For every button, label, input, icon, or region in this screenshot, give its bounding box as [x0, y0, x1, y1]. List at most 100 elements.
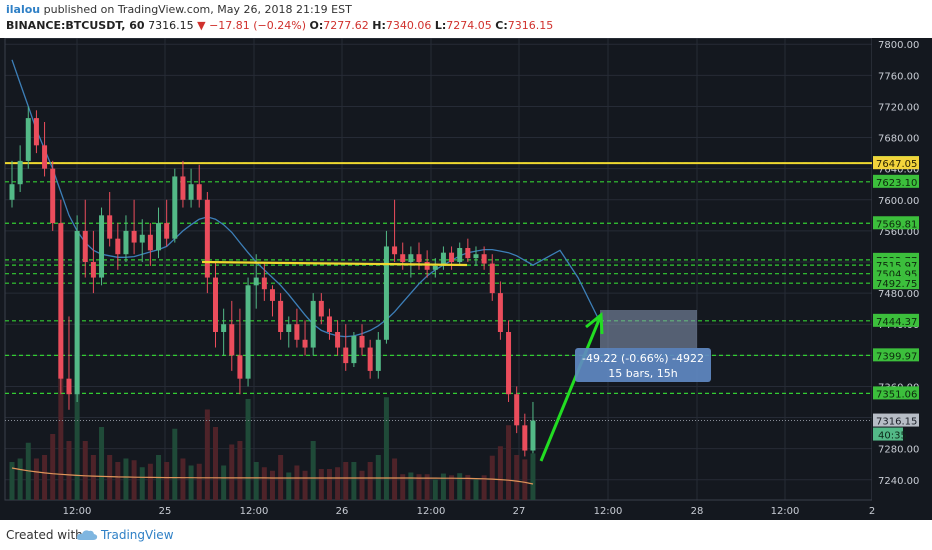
candle-body	[375, 339, 381, 371]
candle-body	[294, 324, 300, 340]
measure-line-1: -49.22 (-0.66%) -4922	[582, 352, 704, 365]
tradingview-brand-link[interactable]: TradingView	[101, 528, 174, 542]
level-price-tag: 7492.75	[876, 279, 917, 290]
level-price-tag-bg	[873, 174, 919, 188]
candle-body	[416, 254, 422, 262]
author-name[interactable]: ilalou	[6, 3, 41, 16]
price-tick-label: 7280.00	[878, 445, 919, 456]
yellow-price-tag-bg	[873, 156, 919, 170]
volume-bar	[204, 409, 210, 500]
volume-bar	[42, 455, 48, 500]
candle-body	[253, 277, 259, 286]
created-with-label: Created with	[6, 528, 83, 542]
chart-canvas[interactable]: -49.22 (-0.66%) -4922 15 bars, 15h 7800.…	[0, 37, 932, 520]
volume-bar	[286, 472, 292, 500]
volume-bar	[506, 425, 512, 500]
volume-bar	[416, 474, 422, 500]
candle-body	[326, 316, 332, 332]
volume-bar	[383, 397, 389, 500]
volume-bar	[66, 441, 72, 500]
candle-body	[367, 347, 373, 371]
volume-bar	[359, 470, 365, 500]
level-price-tag-bg	[873, 348, 919, 362]
volume-bar	[196, 463, 202, 500]
volume-bar	[408, 472, 414, 500]
candle-body	[164, 223, 170, 239]
candle-body	[221, 324, 227, 332]
candle-body	[424, 262, 430, 270]
down-arrow-icon: ▼	[197, 19, 206, 32]
candle-body	[107, 215, 113, 239]
candle-body	[204, 199, 210, 278]
candle-body	[50, 168, 56, 224]
price-chart[interactable]: -49.22 (-0.66%) -4922 15 bars, 15h 7800.…	[0, 37, 932, 520]
volume-bar	[497, 446, 503, 500]
volume-bar	[107, 455, 113, 500]
volume-bar	[489, 455, 495, 500]
candle-body	[497, 293, 503, 332]
candle-body	[196, 184, 202, 200]
time-tick-label: 26	[336, 506, 349, 517]
price-change: −17.81 (−0.24%)	[209, 19, 307, 32]
price-tick-label: 7800.00	[878, 40, 919, 51]
candle-body	[237, 355, 243, 379]
volume-bar	[58, 332, 64, 500]
volume-bar	[115, 462, 121, 500]
candle-body	[392, 246, 398, 255]
candle-body	[481, 254, 487, 264]
footer: Created with TradingView	[0, 520, 932, 550]
close-value: 7316.15	[507, 19, 554, 32]
candle-body	[343, 347, 349, 364]
symbol-label: BINANCE:BTCUSDT, 60	[6, 19, 145, 32]
volume-bar	[473, 479, 479, 500]
candle-body	[131, 230, 137, 243]
time-tick-label: 2	[869, 506, 875, 517]
candle-body	[99, 215, 105, 278]
candle-body	[156, 223, 162, 251]
candle-body	[278, 300, 284, 332]
volume-bar	[229, 444, 235, 500]
candle-body	[123, 230, 129, 255]
candle-body	[180, 176, 186, 200]
price-tick-label: 7560.00	[878, 227, 919, 238]
volume-bar	[310, 441, 316, 500]
candle-body	[440, 252, 446, 266]
candle-body	[245, 285, 251, 379]
level-price-tag: 7623.10	[876, 178, 917, 189]
candle-body	[522, 425, 528, 451]
candle-body	[473, 254, 479, 259]
volume-bar	[74, 332, 80, 500]
volume-bar	[294, 465, 300, 500]
volume-bar	[302, 470, 308, 500]
price-tick-label: 7600.00	[878, 196, 919, 207]
price-tick-label: 7640.00	[878, 165, 919, 176]
level-price-tag: 7569.81	[876, 219, 917, 230]
volume-bar	[147, 463, 153, 500]
measure-arrow[interactable]	[539, 312, 604, 462]
volume-bar	[253, 462, 259, 500]
measure-target-box[interactable]	[600, 310, 697, 348]
close-label: C:	[495, 19, 508, 32]
volume-bar	[514, 455, 520, 500]
candle-body	[408, 254, 414, 262]
candle-body	[383, 246, 389, 340]
level-price-tag-bg	[873, 313, 919, 327]
plot-border	[4, 37, 873, 501]
volume-bar	[400, 474, 406, 500]
volume-bar	[424, 474, 430, 500]
candle-body	[213, 277, 218, 332]
candle-body	[42, 145, 48, 169]
level-price-tag: 7399.97	[876, 351, 917, 362]
candle-body	[261, 277, 267, 290]
candle-body	[269, 289, 275, 301]
candle-body	[514, 394, 520, 426]
volume-bar	[90, 455, 96, 500]
volume-bar	[17, 458, 23, 500]
price-tick-label: 7480.00	[878, 289, 919, 300]
candle-body	[139, 234, 145, 243]
volume-bar	[351, 462, 357, 500]
candle-body	[359, 335, 365, 348]
time-axis: 12:00 25 12:00 26 12:00 27 12:00 28 12:00 2	[63, 506, 876, 517]
volume-bar	[335, 467, 341, 500]
candle-body	[286, 324, 292, 332]
